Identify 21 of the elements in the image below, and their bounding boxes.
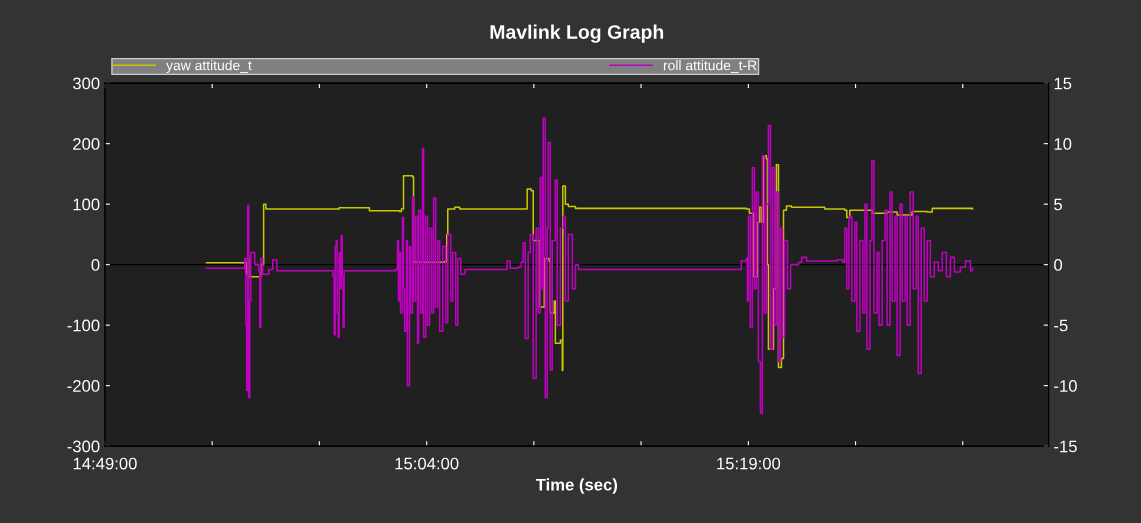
y-tick-label: -200 bbox=[67, 380, 100, 392]
x-tick-label: 14:49:00 bbox=[73, 457, 137, 470]
y2-tick-label: -15 bbox=[1054, 440, 1077, 453]
x-axis-title: Time (sec) bbox=[535, 478, 618, 494]
y-tick-label: 200 bbox=[73, 138, 100, 150]
y2-tick-label: 10 bbox=[1054, 138, 1072, 150]
y2-tick-label: 5 bbox=[1054, 198, 1063, 211]
chart-title: Mavlink Log Graph bbox=[490, 24, 664, 43]
legend-label: yaw attitude_t bbox=[166, 60, 252, 74]
y-tick-label: 100 bbox=[73, 198, 100, 211]
y2-tick-label: -10 bbox=[1054, 380, 1077, 392]
y-tick-label: -300 bbox=[67, 440, 100, 453]
y-tick-label: 300 bbox=[72, 77, 100, 90]
legend-label: roll attitude_t-R bbox=[663, 60, 757, 73]
x-tick-label: 15:04:00 bbox=[395, 457, 459, 470]
y-tick-label: -100 bbox=[67, 319, 100, 332]
y-tick-label: 0 bbox=[91, 259, 100, 271]
x-tick-label: 15:19:00 bbox=[717, 457, 781, 470]
y2-tick-label: 0 bbox=[1054, 259, 1063, 271]
y2-tick-label: 15 bbox=[1054, 77, 1072, 90]
y2-tick-label: -5 bbox=[1054, 319, 1068, 332]
